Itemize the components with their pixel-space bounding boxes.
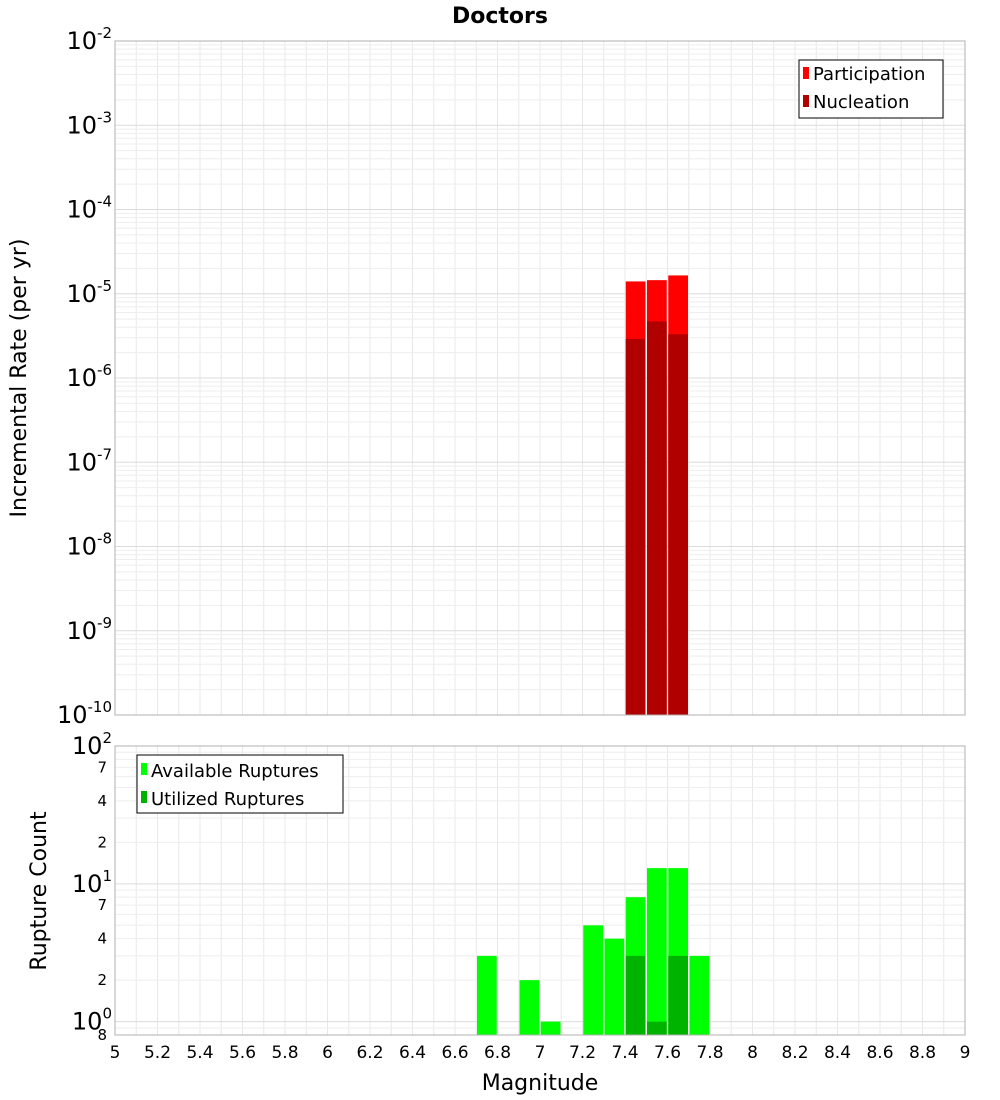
top-plot-bars [625, 275, 688, 715]
x-tick-label: 7 [535, 1043, 546, 1063]
x-tick-label: 6 [322, 1043, 333, 1063]
y-tick-label: 10-7 [66, 445, 112, 476]
x-tick-label: 8.2 [781, 1043, 808, 1063]
x-tick-label: 6.8 [484, 1043, 511, 1063]
bottom-bar-available-ruptures [477, 955, 497, 1035]
bottom-bar-available-ruptures [583, 925, 603, 1035]
x-tick-label: 5.8 [271, 1043, 298, 1063]
y-tick-label-minor: 4 [97, 792, 107, 810]
bottom-bar-utilized-ruptures [668, 955, 688, 1035]
x-tick-label: 5.4 [186, 1043, 213, 1063]
y-tick-label-minor: 2 [97, 833, 107, 851]
bottom-plot-bars [477, 868, 710, 1035]
bottom-legend: Available Ruptures Utilized Ruptures [136, 754, 344, 814]
legend-swatch-utilized-ruptures [141, 791, 147, 803]
y-tick-label: 10-2 [66, 24, 112, 55]
legend-label-utilized-ruptures: Utilized Ruptures [151, 789, 304, 810]
bottom-plot-frame [114, 745, 966, 1036]
bottom-bar-available-ruptures [647, 868, 667, 1035]
bottom-plot-grid [114, 745, 966, 1036]
bottom-bar-available-ruptures [540, 1021, 561, 1035]
top-legend: Participation Nucleation [798, 59, 944, 119]
x-tick-label: 8.6 [866, 1043, 893, 1063]
x-tick-label: 9 [960, 1043, 971, 1063]
y-tick-label: 102 [72, 729, 112, 760]
y-tick-label-minor: 7 [97, 758, 107, 776]
legend-label-available-ruptures: Available Ruptures [151, 761, 319, 782]
y-tick-label-minor: 2 [97, 971, 107, 989]
x-tick-label: 6.6 [441, 1043, 468, 1063]
bottom-bar-utilized-ruptures [625, 955, 646, 1035]
top-plot-grid [114, 40, 966, 716]
x-tick-label: 8.8 [909, 1043, 936, 1063]
top-bar-nucleation [647, 321, 667, 715]
y-tick-label-minor: 4 [97, 930, 107, 948]
y-tick-label: 101 [72, 867, 112, 898]
legend-label-participation: Participation [813, 64, 925, 85]
legend-swatch-available-ruptures [141, 763, 147, 775]
x-tick-label: 6.4 [399, 1043, 426, 1063]
x-tick-label: 7.6 [654, 1043, 681, 1063]
legend-label-nucleation: Nucleation [813, 92, 909, 113]
chart-title: Doctors [452, 4, 548, 29]
top-y-axis-label: Incremental Rate (per yr) [7, 239, 32, 518]
top-bar-nucleation [625, 339, 646, 715]
y-tick-label: 10-6 [66, 361, 112, 392]
x-tick-label: 5 [110, 1043, 121, 1063]
x-tick-label: 7.2 [569, 1043, 596, 1063]
x-tick-label: 6.2 [356, 1043, 383, 1063]
bottom-bar-utilized-ruptures [647, 1021, 667, 1035]
legend-swatch-participation [803, 67, 809, 79]
x-tick-label: 7.8 [696, 1043, 723, 1063]
bottom-bar-available-ruptures [689, 955, 710, 1035]
x-tick-label: 5.2 [144, 1043, 171, 1063]
bottom-y-axis-label: Rupture Count [27, 811, 52, 971]
y-tick-label: 10-3 [66, 108, 112, 139]
y-tick-label-minor: 8 [97, 1026, 107, 1044]
x-axis-label: Magnitude [482, 1071, 599, 1096]
top-bar-nucleation [668, 334, 688, 715]
x-tick-label: 8 [747, 1043, 758, 1063]
legend-swatch-nucleation [803, 95, 809, 107]
y-tick-label: 10-5 [66, 277, 112, 308]
x-tick-label: 5.6 [229, 1043, 256, 1063]
x-tick-label: 8.4 [824, 1043, 851, 1063]
y-tick-label: 10-4 [66, 193, 112, 224]
bottom-bar-available-ruptures [519, 980, 540, 1035]
y-tick-label: 100 [72, 1005, 112, 1036]
x-tick-label: 7.4 [611, 1043, 638, 1063]
y-tick-label: 10-9 [66, 614, 112, 645]
y-tick-label-minor: 7 [97, 896, 107, 914]
top-y-tick-labels: 10-10 10-9 10-8 10-7 10-6 10-5 10-4 10-3 10-2 [57, 24, 112, 729]
y-tick-label: 10-10 [57, 698, 112, 729]
bottom-bar-available-ruptures [604, 938, 625, 1035]
top-plot-frame [114, 40, 966, 716]
y-tick-label: 10-8 [66, 530, 112, 561]
x-tick-labels: 5 5.2 5.4 5.6 5.8 6 6.2 6.4 6.6 6.8 7 7.2 7.4 7.6 7.8 8… [110, 1043, 971, 1063]
